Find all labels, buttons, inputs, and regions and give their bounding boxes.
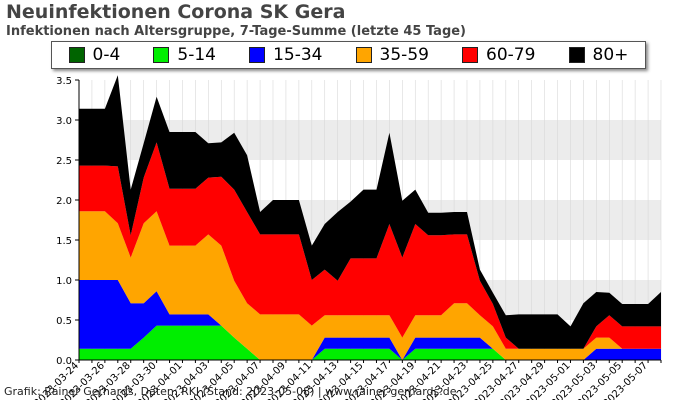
y-tick-label: 2.5 bbox=[56, 156, 72, 167]
legend-label: 80+ bbox=[592, 45, 629, 65]
legend-label: 15-34 bbox=[273, 45, 323, 65]
legend-item-80-plus: 80+ bbox=[568, 45, 629, 65]
chart-title: Neuinfektionen Corona SK Gera bbox=[6, 1, 346, 23]
legend-swatch bbox=[249, 47, 266, 63]
chart-legend: 0-4 5-14 15-34 35-59 60-79 80+ bbox=[51, 41, 646, 69]
legend-swatch bbox=[68, 47, 85, 63]
legend-label: 60-79 bbox=[486, 45, 536, 65]
legend-item-15-34: 15-34 bbox=[249, 45, 322, 65]
legend-item-5-14: 5-14 bbox=[153, 45, 216, 65]
legend-item-0-4: 0-4 bbox=[68, 45, 121, 65]
legend-label: 35-59 bbox=[379, 45, 429, 65]
chart-subtitle: Infektionen nach Altersgruppe, 7-Tage-Su… bbox=[6, 24, 467, 39]
legend-swatch bbox=[355, 47, 372, 63]
y-tick-label: 0.0 bbox=[56, 356, 72, 367]
grid-band bbox=[79, 80, 661, 120]
y-tick-label: 1.0 bbox=[56, 276, 72, 287]
area-15-34 bbox=[79, 280, 661, 360]
legend-label: 0-4 bbox=[92, 45, 121, 65]
legend-item-60-79: 60-79 bbox=[462, 45, 535, 65]
legend-label: 5-14 bbox=[177, 45, 216, 65]
legend-swatch bbox=[568, 47, 585, 63]
credit-text: Grafik: Rainer Gerhards, Daten: RKI (Sta… bbox=[4, 385, 457, 398]
series-areas bbox=[79, 75, 661, 360]
y-tick-label: 3.5 bbox=[56, 76, 72, 87]
legend-item-35-59: 35-59 bbox=[355, 45, 429, 65]
y-tick-label: 3.0 bbox=[56, 116, 72, 127]
area-60-79 bbox=[79, 142, 661, 349]
legend-swatch bbox=[153, 47, 170, 63]
area-5-14 bbox=[79, 325, 661, 360]
area-80-plus bbox=[79, 75, 661, 349]
y-tick-label: 1.5 bbox=[56, 236, 72, 247]
y-tick-label: 2.0 bbox=[56, 196, 72, 207]
area-35-59 bbox=[79, 211, 661, 360]
y-tick-label: 0.5 bbox=[56, 316, 72, 327]
legend-swatch bbox=[462, 47, 479, 63]
